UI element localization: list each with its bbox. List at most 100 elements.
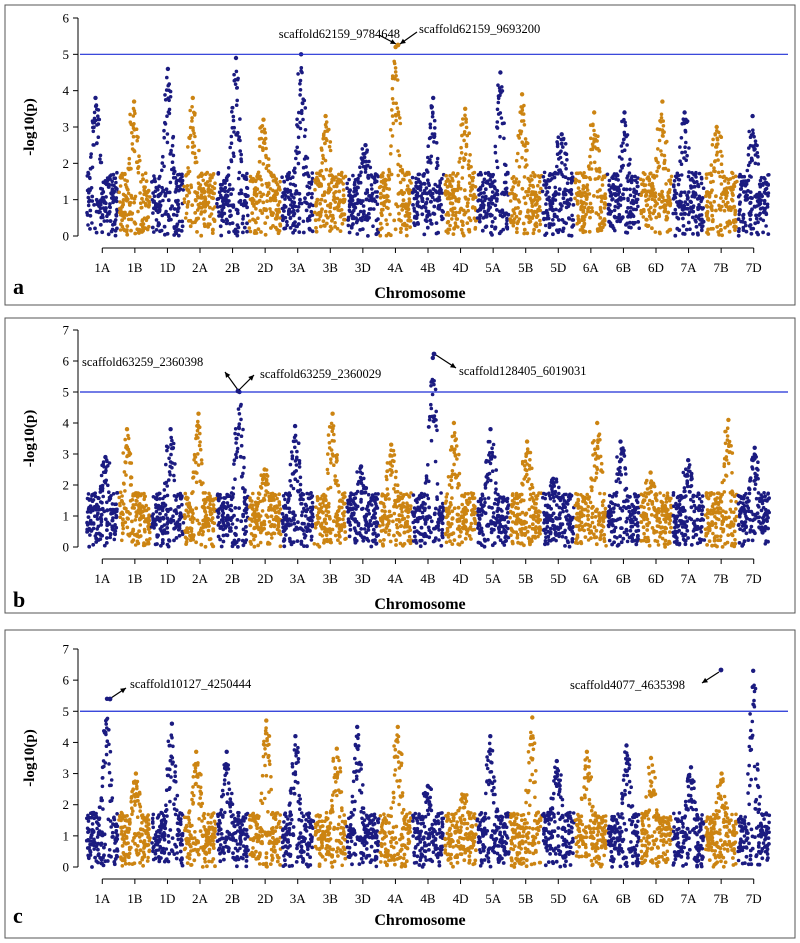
- snp-point: [108, 496, 113, 501]
- snp-point: [235, 446, 240, 451]
- snp-point: [247, 226, 252, 230]
- chromosome-points-3D: [345, 143, 380, 238]
- snp-point: [136, 135, 140, 139]
- snp-point: [147, 200, 151, 205]
- snp-point: [650, 187, 654, 192]
- snp-point: [167, 456, 171, 461]
- snp-point: [392, 218, 397, 223]
- snp-point: [447, 196, 452, 201]
- snp-point: [348, 506, 353, 511]
- snp-point: [661, 205, 665, 209]
- snp-point: [730, 171, 735, 176]
- snp-point: [542, 170, 547, 175]
- snp-point: [319, 197, 324, 202]
- snp-point: [402, 191, 407, 195]
- snp-point: [260, 124, 265, 128]
- snp-point: [95, 141, 99, 146]
- snp-point: [161, 188, 166, 193]
- snp-point: [544, 208, 549, 213]
- snp-point: [687, 190, 691, 194]
- snp-point: [136, 209, 140, 214]
- snp-point: [224, 198, 229, 202]
- snp-point: [147, 513, 152, 518]
- snp-point: [459, 145, 463, 150]
- snp-point: [288, 182, 293, 186]
- snp-point: [231, 114, 236, 119]
- snp-point: [616, 178, 620, 182]
- snp-point: [300, 70, 304, 75]
- snp-point: [163, 194, 168, 198]
- snp-point: [249, 542, 254, 546]
- snp-point: [732, 204, 737, 209]
- snp-point: [113, 228, 118, 233]
- snp-point: [182, 200, 187, 205]
- snp-point: [355, 489, 360, 494]
- snp-point: [181, 521, 186, 525]
- snp-point: [310, 518, 314, 523]
- snp-point: [467, 216, 472, 220]
- snp-point: [327, 441, 332, 445]
- peak-point-4D: [463, 106, 468, 112]
- snp-point: [257, 198, 262, 203]
- snp-point: [733, 174, 738, 179]
- snp-point: [355, 470, 359, 474]
- snp-point: [427, 183, 432, 187]
- snp-point: [625, 143, 629, 147]
- snp-point: [535, 213, 540, 218]
- snp-point: [662, 160, 667, 165]
- chromosome-points-2D: [247, 467, 283, 549]
- snp-point: [227, 182, 232, 187]
- snp-point: [538, 218, 542, 223]
- snp-point: [534, 224, 539, 229]
- snp-point: [346, 223, 351, 228]
- snp-point: [463, 195, 468, 200]
- snp-point: [544, 182, 549, 187]
- snp-point: [370, 515, 375, 520]
- snp-point: [100, 187, 105, 191]
- snp-point: [91, 542, 96, 547]
- peak-point-7B: [714, 124, 719, 130]
- snp-point: [390, 108, 394, 112]
- snp-point: [652, 208, 657, 213]
- snp-point: [293, 166, 297, 171]
- chromosome-points-5A: [475, 70, 511, 237]
- snp-point: [576, 217, 581, 221]
- snp-point: [362, 527, 367, 531]
- snp-point: [102, 509, 107, 514]
- snp-point: [220, 211, 225, 215]
- snp-point: [540, 189, 545, 194]
- snp-point: [283, 533, 288, 537]
- snp-point: [401, 222, 405, 227]
- snp-point: [390, 97, 395, 101]
- snp-point: [397, 153, 402, 158]
- snp-point: [86, 172, 91, 176]
- snp-point: [111, 492, 116, 496]
- snp-point: [140, 173, 145, 177]
- snp-point: [369, 183, 374, 187]
- snp-point: [425, 215, 429, 219]
- snp-point: [147, 224, 151, 229]
- snp-point: [287, 506, 292, 511]
- snp-point: [743, 223, 748, 228]
- snp-point: [363, 518, 368, 522]
- snp-point: [176, 233, 181, 238]
- snp-point: [742, 190, 746, 194]
- snp-point: [660, 133, 665, 138]
- snp-point: [168, 95, 173, 99]
- peak-point-3D: [358, 464, 364, 469]
- snp-point: [155, 534, 160, 539]
- snp-point: [395, 78, 400, 82]
- snp-point: [248, 523, 253, 528]
- x-tick-label-2B: 2B: [225, 260, 241, 275]
- snp-point: [199, 206, 204, 210]
- snp-point: [655, 169, 659, 174]
- snp-point: [428, 125, 433, 130]
- snp-point: [722, 208, 727, 213]
- snp-point: [659, 112, 664, 117]
- snp-point: [418, 188, 423, 192]
- snp-point: [758, 198, 762, 202]
- snp-point: [621, 192, 625, 197]
- chromosome-points-1A: [85, 454, 120, 549]
- snp-point: [178, 522, 182, 527]
- snp-point: [390, 470, 395, 475]
